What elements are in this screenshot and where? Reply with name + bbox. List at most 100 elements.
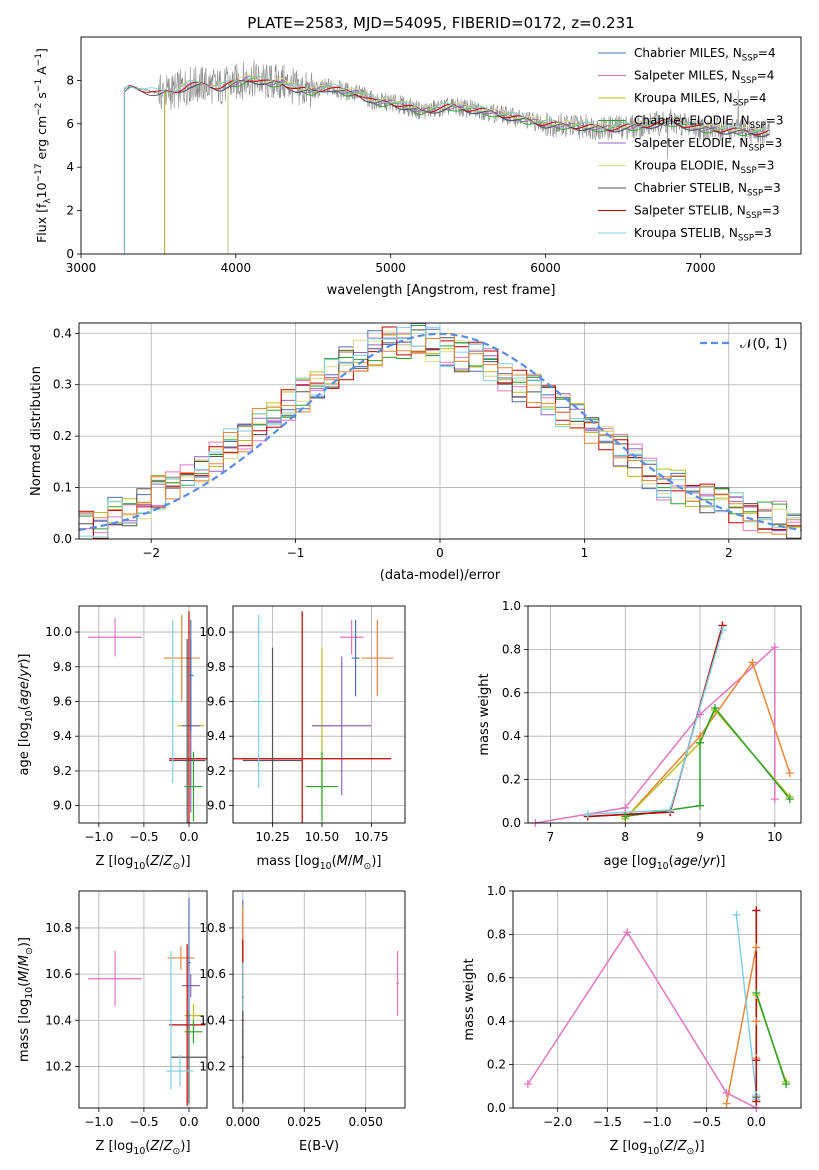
y-tick-label: 2 [66, 204, 74, 218]
label-fragment: )] [17, 937, 32, 947]
weight-point-marker [696, 801, 705, 810]
histogram-step-kroupa-stelib [79, 326, 801, 538]
y-tick-label: 0 [66, 247, 74, 261]
label-fragment: 10 [657, 861, 669, 872]
plot-background [79, 606, 207, 823]
y-tick-label: 8 [66, 73, 74, 87]
label-fragment: ( [145, 854, 150, 869]
label-fragment: Flux [f [34, 203, 49, 243]
weight-point-marker [623, 928, 632, 937]
y-axis-label: mass weight [462, 958, 477, 1040]
label-fragment: −2 [34, 103, 44, 116]
y-tick-label: 9.6 [53, 694, 72, 708]
label-fragment: ⊙ [173, 861, 181, 872]
y-tick-label: 9.0 [207, 799, 226, 813]
histogram-step-extra-orange [79, 333, 801, 535]
plot-background [528, 606, 801, 823]
weight-series-line [527, 930, 757, 1108]
label-fragment: )] [180, 1139, 190, 1154]
label-fragment: Z [149, 854, 160, 869]
label-fragment: ( [17, 705, 32, 710]
x-tick-label: 8 [621, 830, 629, 844]
legend-label: Salpeter MILES, NSSP=4 [634, 69, 774, 87]
label-fragment: M [352, 854, 363, 869]
y-tick-label: 9.6 [207, 694, 226, 708]
weight-point-marker [583, 810, 592, 819]
x-tick-label: −2 [142, 546, 160, 560]
label-fragment: ⊙ [173, 1146, 181, 1157]
model-line-salpeter-elodie [227, 75, 769, 254]
weight-point-marker [621, 803, 630, 812]
y-tick-label: 0.4 [53, 326, 72, 340]
plot-frame [78, 890, 208, 1109]
label-fragment: Kroupa MILES, N [634, 91, 733, 105]
legend-label: Kroupa STELIB, NSSP=3 [634, 226, 772, 244]
mass-weight-vs-metallicity-panel: −2.0 −1.5 −1.0 −0.5 0.0 0.0 0.2 0.4 0.6 0.8 1.0 Z [… [462, 884, 802, 1157]
legend-label: Salpeter STELIB, NSSP=3 [634, 204, 780, 222]
y-axis-label: mass weight [477, 673, 492, 755]
label-fragment: )] [715, 854, 725, 869]
x-tick-label: 3000 [66, 261, 97, 275]
y-tick-label: 1.0 [502, 599, 521, 613]
label-fragment: )] [17, 653, 32, 663]
plot-frame [232, 890, 406, 1109]
label-fragment: erg cm [34, 116, 49, 164]
y-tick-label: 10.4 [45, 1013, 72, 1027]
weight-point-marker [785, 769, 794, 778]
x-tick-label: 0.000 [226, 1115, 260, 1129]
spectrum-panel: 3000 4000 5000 6000 7000 0 2 4 6 8 PLATE=2583, MJD… [34, 14, 802, 298]
label-fragment: ( [332, 854, 337, 869]
legend-label: Kroupa ELODIE, NSSP=3 [634, 159, 774, 177]
label-fragment: Chabrier ELODIE, N [634, 114, 750, 128]
label-fragment: 10 [133, 861, 145, 872]
y-tick-label: 0.4 [502, 729, 521, 743]
y-tick-label: 10.6 [199, 967, 226, 981]
label-fragment: ( [17, 982, 32, 987]
x-tick-label: 10.75 [354, 830, 388, 844]
label-fragment: SSP [748, 144, 764, 154]
weight-point-marker [710, 703, 719, 712]
label-fragment: mass [log [257, 854, 320, 869]
y-tick-label: 0.0 [487, 1101, 506, 1115]
label-fragment: M [17, 955, 32, 966]
weight-point-marker [782, 1080, 791, 1089]
chart-title: PLATE=2583, MJD=54095, FIBERID=0172, z=0… [247, 14, 634, 32]
x-tick-label: −1.0 [84, 1115, 113, 1129]
label-fragment: =3 [765, 136, 783, 150]
x-axis-label: Z [log10(Z/Z⊙)] [95, 1139, 190, 1157]
y-tick-label: 9.4 [53, 729, 72, 743]
y-axis-label: Normed distribution [29, 366, 44, 496]
label-fragment: / [673, 1139, 678, 1154]
weight-point-marker [732, 910, 741, 919]
normal-distribution-curve [79, 332, 801, 532]
weight-point-marker [523, 1080, 532, 1089]
label-fragment: age [log [17, 722, 32, 775]
x-tick-label: 4000 [221, 261, 252, 275]
mass-vs-reddening-panel: 0.000 0.025 0.050 10.2 10.4 10.6 10.8 E(B-V) [199, 890, 406, 1154]
x-tick-label: 7000 [685, 261, 716, 275]
y-tick-label: 10.8 [199, 921, 226, 935]
x-axis-label: mass [log10(M/M⊙)] [257, 854, 382, 872]
x-tick-label: 5000 [375, 261, 406, 275]
model-line-kroupa-elodie [227, 74, 769, 254]
x-axis-label: wavelength [Angstrom, rest frame] [327, 283, 556, 298]
label-fragment: =3 [766, 114, 784, 128]
model-line-salpeter-stelib [123, 79, 770, 254]
x-tick-label: 10 [767, 830, 782, 844]
y-tick-label: 0.0 [53, 532, 72, 546]
label-fragment: yr [17, 662, 32, 678]
observed-spectrum-line [124, 59, 771, 254]
y-tick-label: 6 [66, 117, 74, 131]
plot-area [233, 611, 394, 823]
weight-point-marker [752, 988, 761, 997]
label-fragment: 10 [320, 861, 332, 872]
label-fragment: M [337, 854, 348, 869]
x-tick-label: 9 [696, 830, 704, 844]
weight-point-marker [752, 1017, 761, 1026]
plot-frame [527, 605, 802, 824]
y-axis-label: Flux [fλ10−17 erg cm−2 s−1 A−1] [34, 48, 53, 243]
label-fragment: Z [677, 1139, 688, 1154]
label-fragment: ⊙ [364, 861, 372, 872]
label-fragment: Salpeter ELODIE, N [634, 136, 748, 150]
